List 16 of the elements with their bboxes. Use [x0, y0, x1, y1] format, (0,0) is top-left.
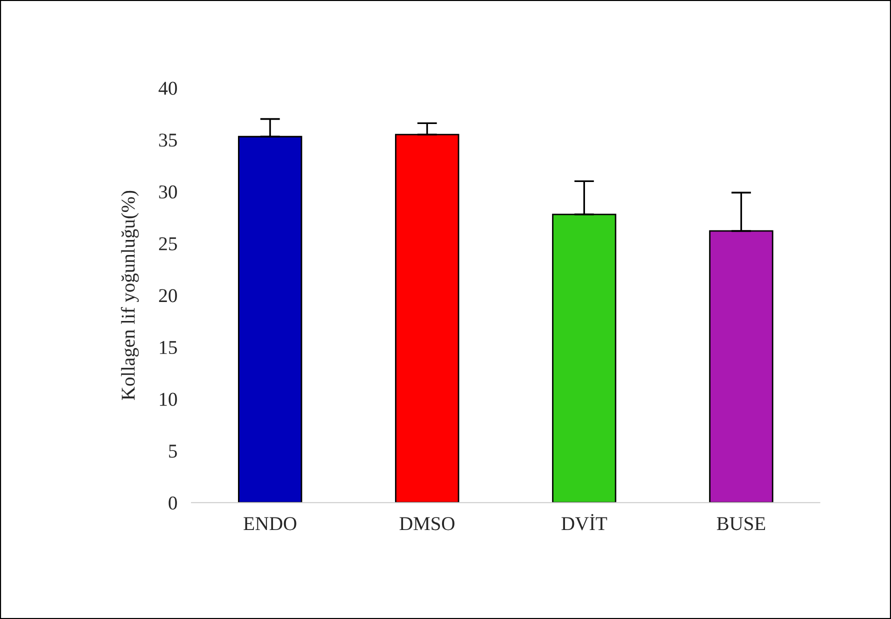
y-tick-label: 30	[159, 185, 177, 199]
x-tick-label: DVİT	[562, 514, 608, 530]
bar	[709, 230, 774, 503]
y-tick-label: 10	[160, 392, 177, 406]
y-tick-label: 40	[158, 82, 177, 95]
y-tick-label: 35	[159, 134, 177, 147]
y-tick-label: 25	[159, 237, 177, 250]
y-tick-label: 15	[160, 341, 177, 354]
y-tick-label: 5	[169, 444, 177, 458]
y-axis-title: Kollagen lif yoğunluğu(%)	[120, 190, 139, 400]
y-tick-label: 20	[159, 289, 177, 302]
x-tick-label: BUSE	[716, 517, 766, 530]
x-tick-label: ENDO	[244, 517, 296, 530]
y-tick-label: 0	[168, 496, 177, 510]
x-tick-label: DMSO	[400, 517, 454, 530]
bar	[395, 134, 460, 503]
